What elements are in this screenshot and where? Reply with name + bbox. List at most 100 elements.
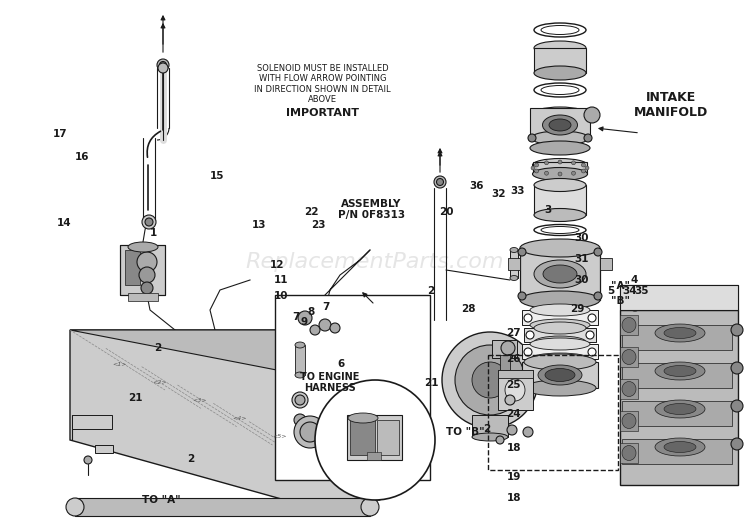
Bar (488, 355, 618, 470)
Circle shape (581, 169, 586, 173)
Circle shape (588, 348, 596, 356)
Circle shape (524, 314, 532, 322)
Ellipse shape (534, 66, 586, 80)
Bar (533, 162, 587, 174)
Bar (295, 345, 305, 375)
Ellipse shape (664, 366, 696, 377)
Text: 3: 3 (544, 204, 551, 215)
Ellipse shape (354, 456, 376, 468)
Circle shape (292, 392, 308, 408)
Polygon shape (70, 330, 380, 390)
Bar (72, 415, 112, 429)
Ellipse shape (531, 131, 589, 145)
Bar (120, 245, 165, 295)
Circle shape (528, 134, 536, 142)
Circle shape (434, 176, 446, 188)
Circle shape (330, 323, 340, 333)
Circle shape (310, 325, 320, 335)
Text: 8: 8 (308, 307, 315, 317)
Ellipse shape (348, 413, 378, 423)
Circle shape (572, 161, 575, 165)
Circle shape (644, 294, 656, 306)
Circle shape (544, 171, 548, 175)
Circle shape (585, 166, 589, 170)
Text: 6: 6 (338, 359, 345, 369)
Circle shape (526, 331, 534, 339)
Ellipse shape (524, 354, 596, 370)
Ellipse shape (530, 319, 590, 331)
Text: 17: 17 (53, 128, 68, 139)
Text: 2: 2 (154, 343, 161, 354)
Ellipse shape (664, 442, 696, 453)
Circle shape (319, 319, 331, 331)
Bar (622, 363, 732, 388)
Ellipse shape (543, 265, 577, 283)
Text: 5: 5 (608, 286, 615, 296)
Ellipse shape (532, 158, 587, 171)
Circle shape (531, 166, 535, 170)
Text: ReplacementParts.com: ReplacementParts.com (246, 252, 504, 272)
Ellipse shape (530, 353, 590, 365)
Text: "B": "B" (611, 296, 630, 307)
Text: TO "A": TO "A" (142, 495, 181, 506)
Ellipse shape (545, 368, 575, 381)
Bar (620, 379, 638, 399)
Ellipse shape (531, 107, 589, 123)
Text: 28: 28 (461, 304, 476, 314)
Bar (75, 498, 370, 516)
Polygon shape (620, 285, 738, 310)
Circle shape (523, 427, 533, 437)
Circle shape (629, 299, 641, 311)
Ellipse shape (534, 179, 586, 191)
Circle shape (295, 395, 305, 405)
Ellipse shape (530, 338, 590, 350)
Circle shape (572, 171, 575, 175)
Text: TO ENGINE
HARNESS: TO ENGINE HARNESS (300, 372, 360, 394)
Bar (275, 295, 430, 480)
Text: 31: 31 (574, 254, 589, 265)
Circle shape (518, 248, 526, 256)
Text: 2: 2 (427, 286, 435, 296)
Text: IMPORTANT: IMPORTANT (286, 107, 359, 118)
Circle shape (731, 362, 743, 374)
Text: <3>: <3> (193, 398, 207, 402)
Ellipse shape (520, 239, 600, 257)
Bar (492, 340, 517, 358)
Text: 27: 27 (506, 328, 521, 338)
Text: <5>: <5> (273, 433, 287, 439)
Circle shape (472, 362, 508, 398)
Circle shape (535, 163, 538, 167)
Circle shape (594, 292, 602, 300)
Bar (622, 325, 732, 350)
Bar (522, 310, 598, 325)
Ellipse shape (534, 83, 586, 97)
Text: 35: 35 (634, 286, 649, 296)
Text: SOLENOID MUST BE INSTALLED
WITH FLOW ARROW POINTING
IN DIRECTION SHOWN IN DETAIL: SOLENOID MUST BE INSTALLED WITH FLOW ARR… (254, 64, 391, 104)
Circle shape (731, 324, 743, 336)
Text: 21: 21 (424, 377, 439, 388)
Text: 30: 30 (574, 275, 589, 286)
Circle shape (588, 314, 596, 322)
Ellipse shape (622, 413, 636, 429)
Ellipse shape (532, 168, 587, 180)
Ellipse shape (534, 260, 586, 288)
Bar (350, 420, 375, 455)
Ellipse shape (622, 445, 636, 461)
Ellipse shape (655, 400, 705, 418)
Ellipse shape (622, 381, 636, 397)
Bar (620, 315, 638, 335)
Ellipse shape (534, 336, 586, 348)
Bar (522, 344, 598, 359)
Bar (600, 258, 612, 270)
Text: 1: 1 (150, 228, 158, 238)
Circle shape (581, 163, 586, 167)
Circle shape (294, 414, 306, 426)
Text: 7: 7 (292, 312, 300, 322)
Ellipse shape (541, 85, 579, 94)
Text: <2>: <2> (153, 379, 167, 385)
Circle shape (442, 332, 538, 428)
Ellipse shape (655, 362, 705, 380)
Text: 18: 18 (506, 493, 521, 503)
Bar (472, 415, 508, 437)
Text: 20: 20 (439, 207, 454, 217)
